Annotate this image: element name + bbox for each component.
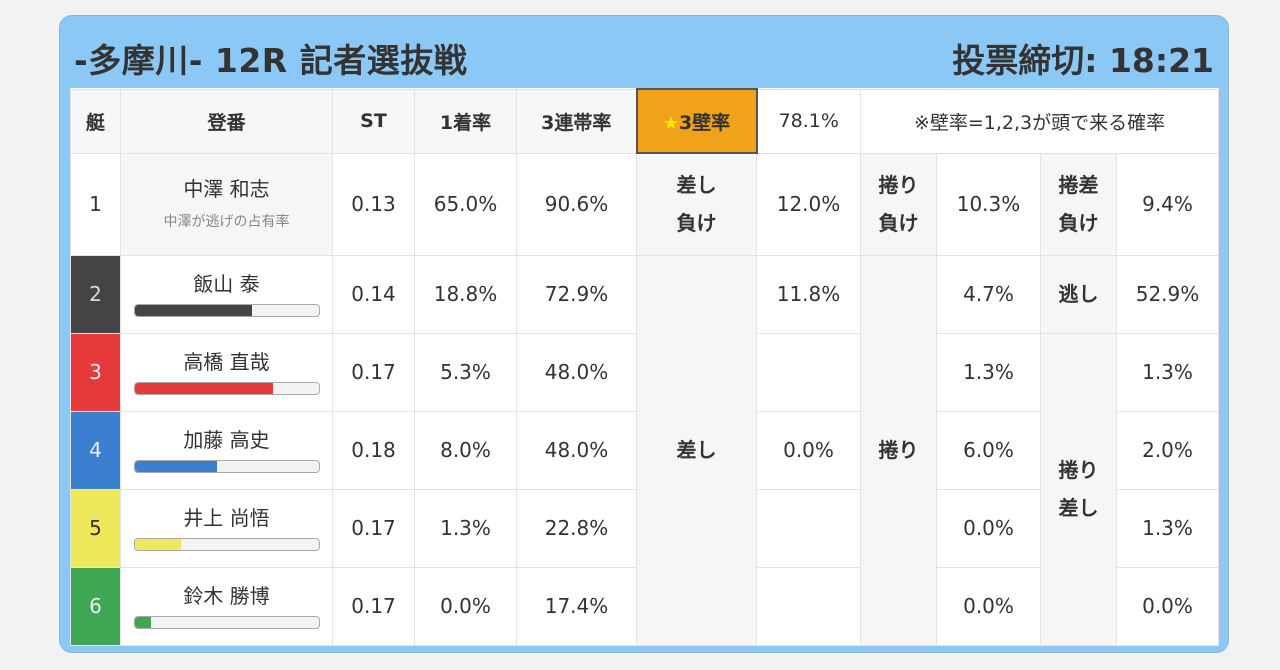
nige-label: 逃し	[1040, 254, 1117, 334]
race-panel: -多摩川- 12R 記者選抜戦 投票締切: 18:21 艇 登番 ST 1着率 …	[60, 16, 1228, 652]
racer-rate-bar	[133, 459, 320, 473]
wall-rate-value: 78.1%	[756, 88, 861, 154]
racer-cell: 飯山 泰	[120, 254, 333, 334]
makuri-value: 6.0%	[936, 410, 1041, 490]
racer-rate-bar-fill	[134, 460, 218, 472]
star-icon: ★	[662, 112, 679, 134]
escape-share-note: 中澤が逃げの占有率	[163, 214, 290, 230]
top3-rate-value: 22.8%	[516, 488, 637, 568]
top3-rate-value: 72.9%	[516, 254, 637, 334]
table-row: 1 中澤 和志 中澤が逃げの占有率 0.13 65.0% 90.6% 差し 負け …	[70, 152, 1219, 256]
racer-name: 鈴木 勝博	[183, 583, 270, 608]
sashi-label: 差し	[636, 254, 757, 646]
first-rate-value: 18.8%	[414, 254, 517, 334]
top3-rate-value: 48.0%	[516, 332, 637, 412]
makuri-sashi-value: 1.3%	[1116, 332, 1219, 412]
racer-rate-bar-fill	[134, 382, 273, 394]
boat-number: 4	[70, 410, 121, 490]
makuri-make-label: 捲り 負け	[860, 152, 937, 256]
wall-rate-label: 3壁率	[678, 111, 731, 134]
racer-name: 飯山 泰	[193, 271, 260, 296]
table-row: 2 飯山 泰 0.14 18.8% 72.9% 差し 11.8% 捲り 4.7%…	[70, 254, 1219, 646]
st-value: 0.13	[332, 152, 415, 256]
makuri-make-value: 10.3%	[936, 152, 1041, 256]
makuri-sashi-value: 1.3%	[1116, 488, 1219, 568]
racer-rate-bar-fill	[134, 538, 181, 550]
racer-cell: 中澤 和志 中澤が逃げの占有率	[120, 152, 333, 256]
sashi-value	[756, 488, 861, 568]
sashi-value: 0.0%	[756, 410, 861, 490]
first-rate-value: 65.0%	[414, 152, 517, 256]
makusashi-make-value: 9.4%	[1116, 152, 1219, 256]
col-boat: 艇	[70, 88, 121, 154]
racer-rate-bar-fill	[134, 616, 152, 628]
sashi-make-label: 差し 負け	[636, 152, 757, 256]
race-title: -多摩川- 12R 記者選抜戦	[74, 41, 468, 80]
col-st: ST	[332, 88, 415, 154]
table-header-row: 艇 登番 ST 1着率 3連帯率 ★3壁率 78.1% ※壁率=1,2,3が頭で…	[70, 88, 1219, 154]
race-header: -多摩川- 12R 記者選抜戦 投票締切: 18:21	[60, 16, 1228, 88]
top3-rate-value: 90.6%	[516, 152, 637, 256]
racer-cell: 鈴木 勝博	[120, 566, 333, 646]
sashi-value	[756, 566, 861, 646]
col-first-rate: 1着率	[414, 88, 517, 154]
first-rate-value: 0.0%	[414, 566, 517, 646]
racer-name: 井上 尚悟	[183, 505, 270, 530]
first-rate-value: 1.3%	[414, 488, 517, 568]
table-row: 4 加藤 高史 0.18 8.0% 48.0% 0.0% 6.0% 2.0%	[70, 410, 1219, 490]
racer-cell: 加藤 高史	[120, 410, 333, 490]
st-value: 0.17	[332, 332, 415, 412]
boat-number: 5	[70, 488, 121, 568]
racer-cell: 井上 尚悟	[120, 488, 333, 568]
table-row: 5 井上 尚悟 0.17 1.3% 22.8% 0.0% 1.3%	[70, 488, 1219, 568]
sashi-value: 11.8%	[756, 254, 861, 334]
makuri-sashi-label: 捲り 差し	[1040, 332, 1117, 646]
first-rate-value: 5.3%	[414, 332, 517, 412]
makusashi-make-label: 捲差 負け	[1040, 152, 1117, 256]
makuri-value: 0.0%	[936, 488, 1041, 568]
boat-number: 1	[70, 152, 121, 256]
makuri-sashi-value: 0.0%	[1116, 566, 1219, 646]
boat-number: 3	[70, 332, 121, 412]
st-value: 0.17	[332, 488, 415, 568]
sashi-value	[756, 332, 861, 412]
makuri-value: 4.7%	[936, 254, 1041, 334]
st-value: 0.17	[332, 566, 415, 646]
st-value: 0.14	[332, 254, 415, 334]
racer-cell: 高橋 直哉	[120, 332, 333, 412]
racer-name: 高橋 直哉	[183, 349, 270, 374]
col-top3-rate: 3連帯率	[516, 88, 637, 154]
boat-number: 6	[70, 566, 121, 646]
voting-deadline: 投票締切: 18:21	[952, 41, 1214, 80]
top3-rate-value: 48.0%	[516, 410, 637, 490]
top3-rate-value: 17.4%	[516, 566, 637, 646]
makuri-sashi-value: 2.0%	[1116, 410, 1219, 490]
prediction-table: 艇 登番 ST 1着率 3連帯率 ★3壁率 78.1% ※壁率=1,2,3が頭で…	[70, 88, 1219, 646]
racer-rate-bar	[133, 381, 320, 395]
racer-rate-bar-fill	[134, 304, 253, 316]
racer-rate-bar	[133, 303, 320, 317]
st-value: 0.18	[332, 410, 415, 490]
makuri-value: 0.0%	[936, 566, 1041, 646]
boat-number: 2	[70, 254, 121, 334]
makuri-label: 捲り	[860, 254, 937, 646]
makuri-value: 1.3%	[936, 332, 1041, 412]
table-row: 6 鈴木 勝博 0.17 0.0% 17.4% 0.0% 0.0%	[70, 566, 1219, 646]
sashi-make-value: 12.0%	[756, 152, 861, 256]
col-reg: 登番	[120, 88, 333, 154]
racer-name: 中澤 和志	[183, 177, 270, 201]
nige-value: 52.9%	[1116, 254, 1219, 334]
racer-rate-bar	[133, 537, 320, 551]
wall-rate-note: ※壁率=1,2,3が頭で来る確率	[860, 88, 1219, 154]
racer-rate-bar	[133, 615, 320, 629]
racer-name: 加藤 高史	[183, 427, 270, 452]
first-rate-value: 8.0%	[414, 410, 517, 490]
wall-rate-tab[interactable]: ★3壁率	[635, 88, 758, 154]
table-row: 3 高橋 直哉 0.17 5.3% 48.0% 1.3% 捲り 差し 1.3%	[70, 332, 1219, 646]
